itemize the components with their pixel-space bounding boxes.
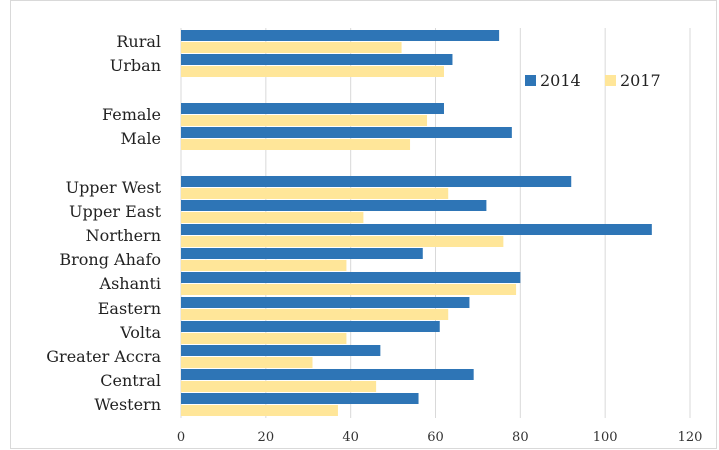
bar-greater-accra-2017	[181, 357, 313, 368]
bar-eastern-2014	[181, 297, 470, 308]
bar-upper-west-2014	[181, 176, 572, 187]
bar-brong-ahafo-2017	[181, 260, 347, 271]
bar-female-2014	[181, 103, 444, 114]
x-tick-label: 80	[512, 430, 529, 445]
bar-rural-2014	[181, 30, 500, 41]
bar-urban-2017	[181, 66, 444, 77]
x-tick-label: 40	[342, 430, 359, 445]
category-label: Male	[120, 129, 161, 148]
bar-ashanti-2017	[181, 284, 517, 295]
bar-female-2017	[181, 115, 428, 126]
category-label: Upper West	[66, 178, 162, 197]
bar-volta-2017	[181, 333, 347, 344]
category-label: Brong Ahafo	[59, 250, 161, 269]
category-label: Ashanti	[99, 274, 161, 293]
x-tick-label: 100	[593, 430, 618, 445]
x-tick-label: 120	[678, 430, 703, 445]
x-tick-label: 0	[177, 430, 185, 445]
bar-northern-2017	[181, 236, 504, 247]
x-tick-label: 60	[427, 430, 444, 445]
bar-upper-east-2017	[181, 212, 364, 223]
category-label: Upper East	[69, 202, 162, 221]
legend-label-2014: 2014	[540, 71, 581, 90]
legend-label-2017: 2017	[620, 71, 661, 90]
bar-upper-west-2017	[181, 188, 449, 199]
category-label: Volta	[119, 323, 161, 342]
bar-western-2017	[181, 405, 338, 416]
bar-male-2014	[181, 127, 512, 138]
category-label: Rural	[116, 32, 161, 51]
bar-volta-2014	[181, 321, 440, 332]
bar-western-2014	[181, 393, 419, 404]
bar-ashanti-2014	[181, 272, 521, 283]
category-label: Urban	[110, 56, 161, 75]
bar-central-2017	[181, 381, 377, 392]
bar-greater-accra-2014	[181, 345, 381, 356]
bar-rural-2017	[181, 42, 402, 53]
category-label: Eastern	[98, 299, 161, 318]
bar-urban-2014	[181, 54, 453, 65]
category-label: Western	[94, 395, 161, 414]
x-tick-label: 20	[258, 430, 275, 445]
legend-swatch-2014	[525, 75, 536, 86]
legend-swatch-2017	[605, 75, 616, 86]
category-label: Greater Accra	[46, 347, 161, 366]
bar-central-2014	[181, 369, 474, 380]
bar-northern-2014	[181, 224, 652, 235]
category-label: Northern	[86, 226, 161, 245]
bar-male-2017	[181, 139, 411, 150]
category-label: Central	[100, 371, 161, 390]
category-label: Female	[102, 105, 161, 124]
bar-upper-east-2014	[181, 200, 487, 211]
bar-brong-ahafo-2014	[181, 248, 423, 259]
bar-eastern-2017	[181, 309, 449, 320]
